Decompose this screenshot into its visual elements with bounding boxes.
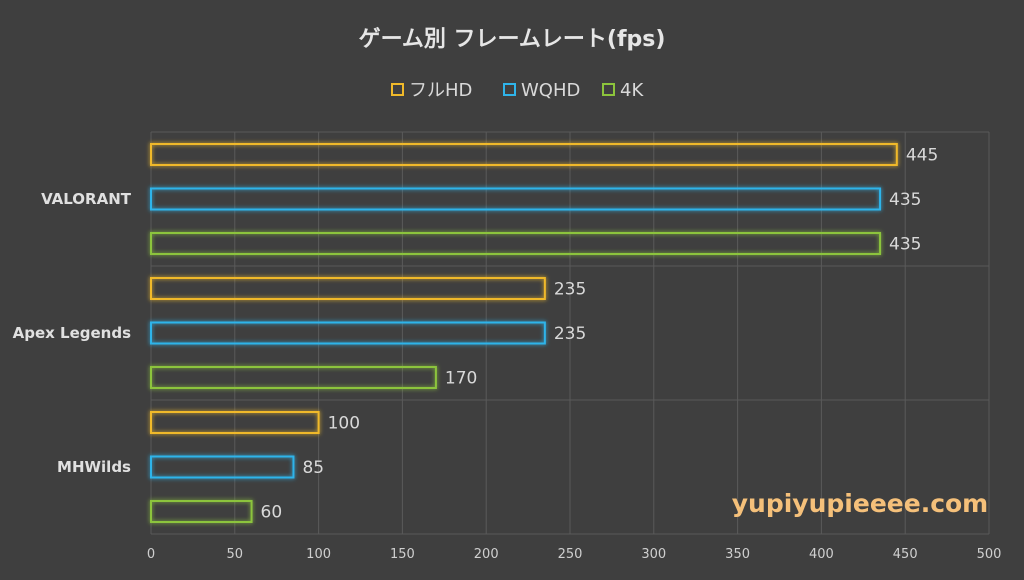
x-tick-label: 350	[725, 547, 750, 562]
bars-layer	[150, 143, 898, 523]
x-tick-label: 200	[474, 547, 499, 562]
data-label: 445	[906, 146, 938, 166]
x-tick-label: 50	[227, 547, 244, 562]
data-label: 60	[261, 503, 283, 523]
watermark-text: yupiyupieeee.com	[732, 489, 988, 518]
bar	[150, 321, 546, 345]
data-label: 435	[889, 190, 921, 210]
bar	[150, 411, 320, 434]
category-label: MHWilds	[57, 458, 131, 476]
legend: フルHD WQHD 4K	[391, 80, 644, 101]
data-label: 170	[445, 369, 477, 389]
x-tick-label: 300	[641, 547, 666, 562]
bar	[150, 500, 253, 523]
legend-swatch	[602, 83, 615, 96]
x-tick-label: 450	[893, 547, 918, 562]
legend-swatch	[503, 83, 516, 96]
bar	[150, 143, 898, 166]
data-label: 85	[302, 458, 324, 478]
data-label: 100	[328, 414, 360, 434]
category-label: Apex Legends	[13, 324, 131, 342]
legend-label: フルHD	[409, 80, 472, 101]
x-tick-label: 500	[977, 547, 1002, 562]
category-label: VALORANT	[41, 190, 132, 208]
x-tick-label: 0	[147, 547, 155, 562]
legend-label: 4K	[620, 80, 644, 101]
x-tick-label: 150	[390, 547, 415, 562]
x-tick-label: 250	[558, 547, 583, 562]
data-label: 435	[889, 235, 921, 255]
bar	[150, 277, 546, 300]
legend-label: WQHD	[521, 80, 580, 101]
x-tick-label: 100	[306, 547, 331, 562]
x-tick-label: 400	[809, 547, 834, 562]
bar	[150, 187, 882, 211]
bar	[150, 232, 882, 255]
labels-layer: VALORANT 445 435 435 Apex Legends 235 235 170 MH…	[13, 146, 939, 523]
data-label: 235	[554, 280, 586, 300]
chart-title: ゲーム別 フレームレート(fps)	[359, 27, 666, 52]
grid-layer: 0 50 100 150 200 250 300 350 400 450 500	[147, 131, 1002, 562]
data-label: 235	[554, 324, 586, 344]
bar	[150, 455, 295, 479]
bar	[150, 366, 437, 389]
legend-swatch	[391, 83, 404, 96]
